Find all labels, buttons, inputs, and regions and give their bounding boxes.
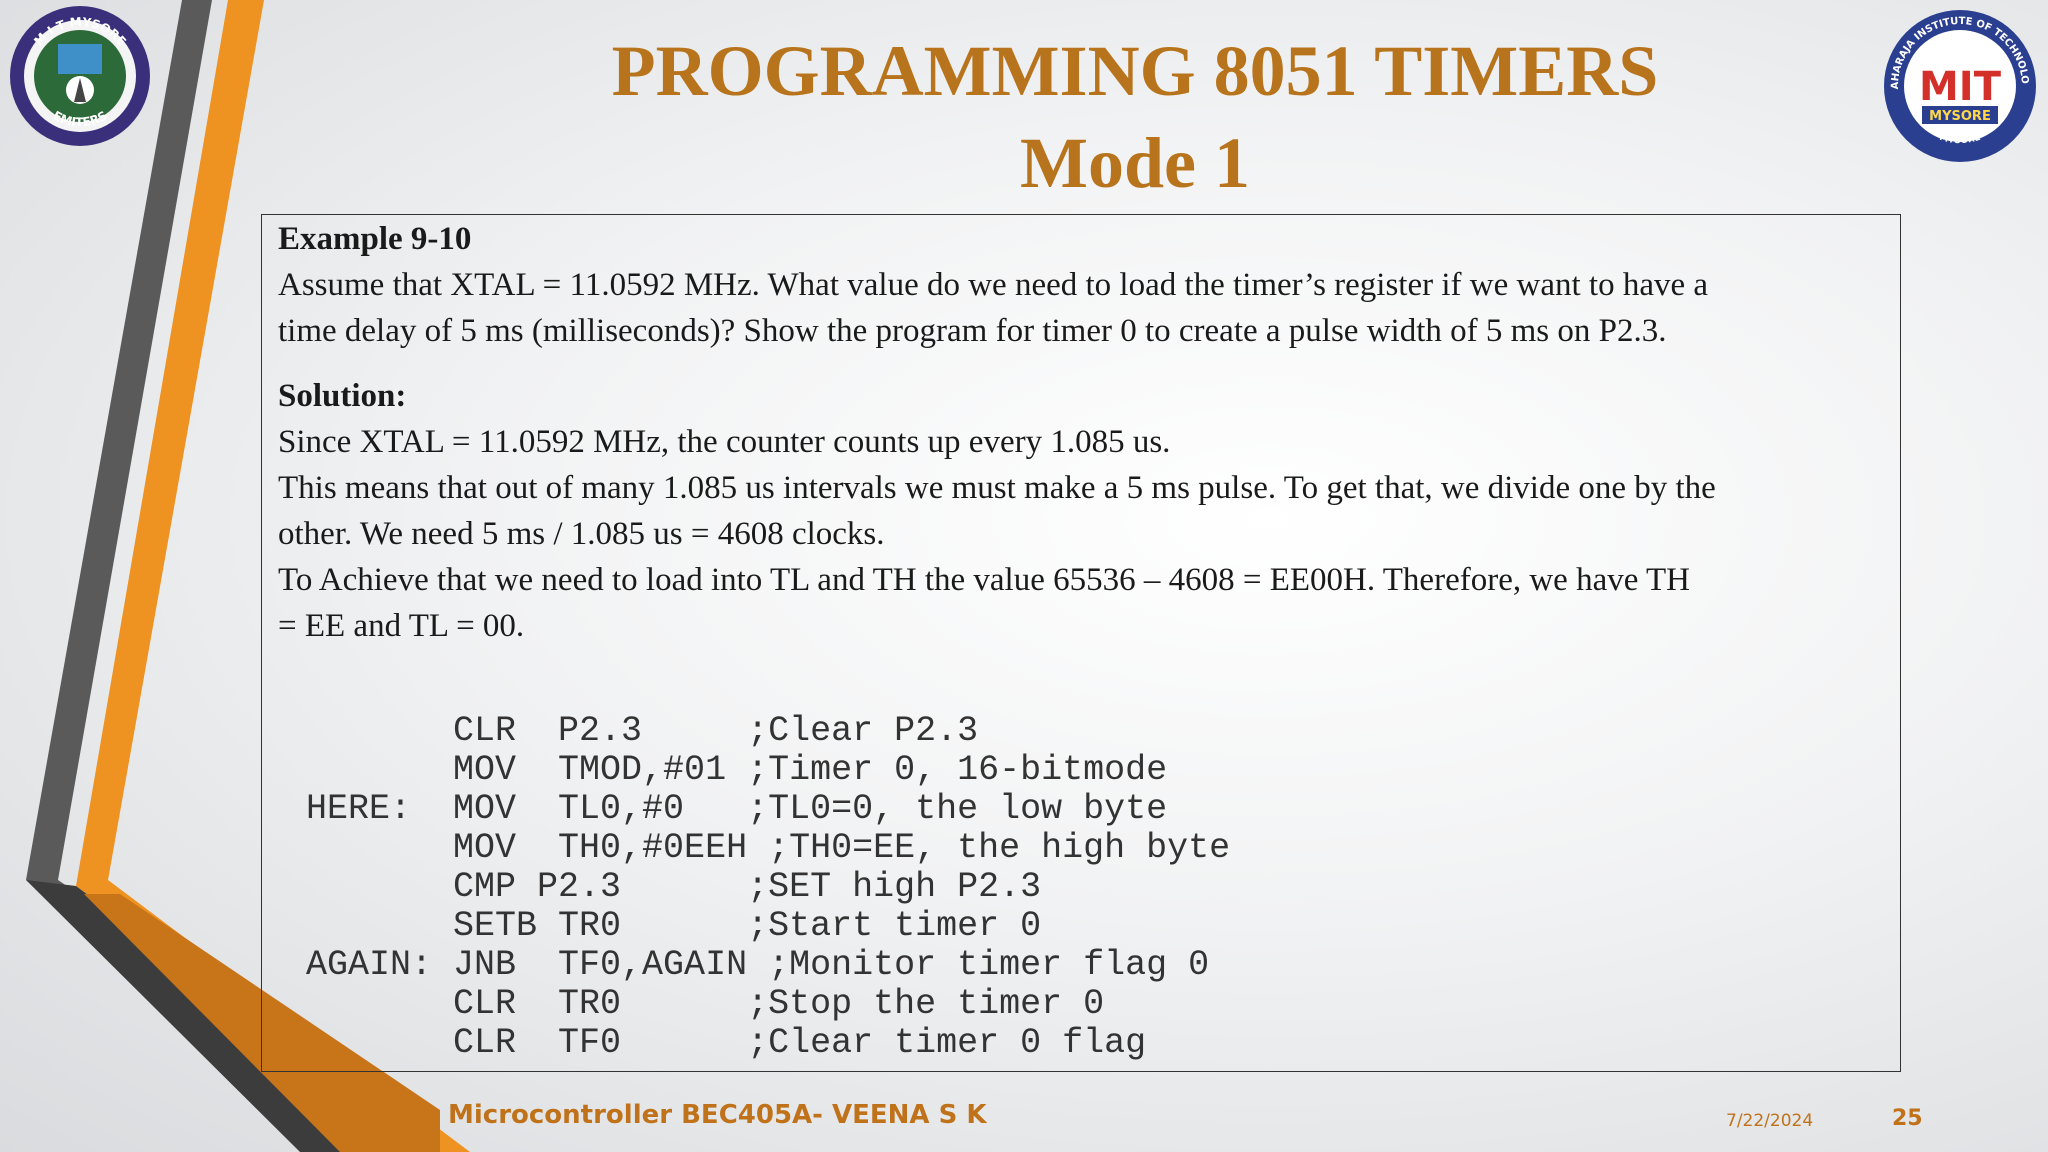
- code-line-5: CMP P2.3 ;SET high P2.3: [306, 867, 1042, 907]
- code-line-7: AGAIN: JNB TF0,AGAIN ;Monitor timer flag…: [306, 945, 1210, 985]
- right-logo-bottom-text: MYSORE: [1938, 133, 1982, 146]
- example-question-line-2: time delay of 5 ms (milliseconds)? Show …: [278, 313, 1667, 349]
- solution-line-4: To Achieve that we need to load into TL …: [278, 562, 1691, 598]
- svg-text:EMITERS: EMITERS: [51, 108, 110, 129]
- svg-text:MYSORE: MYSORE: [1938, 133, 1982, 146]
- slide-title: PROGRAMMING 8051 TIMERS: [611, 31, 1659, 111]
- mit-mysore-emiters-logo: M I T MYSORE EMITERS: [10, 6, 150, 146]
- code-line-3: HERE: MOV TL0,#0 ;TL0=0, the low byte: [306, 789, 1168, 829]
- code-line-1: CLR P2.3 ;Clear P2.3: [306, 711, 979, 751]
- code-line-6: SETB TR0 ;Start timer 0: [306, 906, 1042, 946]
- right-logo-monogram: MIT: [1919, 64, 2002, 110]
- code-line-4: MOV TH0,#0EEH ;TH0=EE, the high byte: [306, 828, 1231, 868]
- slide-subtitle: Mode 1: [1020, 123, 1250, 203]
- footer-course: Microcontroller BEC405A- VEENA S K: [448, 1100, 987, 1130]
- maharaja-institute-logo: MAHARAJA INSTITUTE OF TECHNOLOGY MIT MYS…: [1882, 8, 2036, 162]
- solution-heading: Solution:: [278, 378, 407, 414]
- footer-date: 7/22/2024: [1726, 1111, 1814, 1131]
- example-question-line-1: Assume that XTAL = 11.0592 MHz. What val…: [278, 267, 1709, 303]
- solution-line-5: = EE and TL = 00.: [278, 608, 525, 644]
- solution-line-2: This means that out of many 1.085 us int…: [278, 470, 1716, 506]
- footer-page-number: 25: [1892, 1106, 1923, 1131]
- assembly-code-block: CLR P2.3 ;Clear P2.3 MOV TMOD,#01 ;Timer…: [306, 712, 1230, 1063]
- right-logo-banner: MYSORE: [1929, 109, 1991, 124]
- example-heading: Example 9-10: [278, 221, 472, 257]
- left-logo-bottom-text: EMITERS: [51, 108, 110, 129]
- code-line-8: CLR TR0 ;Stop the timer 0: [306, 984, 1105, 1024]
- content-box: [261, 214, 1901, 1072]
- solution-line-1: Since XTAL = 11.0592 MHz, the counter co…: [278, 424, 1171, 460]
- code-line-9: CLR TF0 ;Clear timer 0 flag: [306, 1023, 1147, 1063]
- code-line-2: MOV TMOD,#01 ;Timer 0, 16-bitmode: [306, 750, 1168, 790]
- solution-line-3: other. We need 5 ms / 1.085 us = 4608 cl…: [278, 516, 885, 552]
